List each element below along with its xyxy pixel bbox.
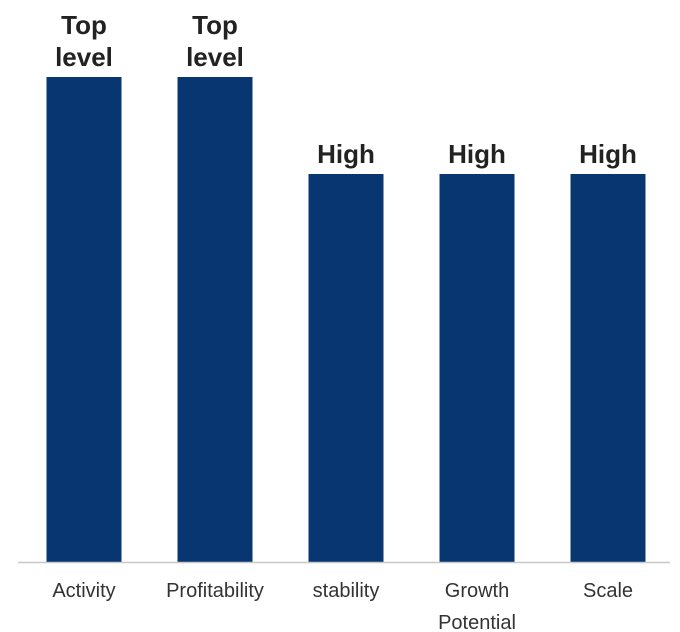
data-label-0-1: level <box>55 42 113 72</box>
data-label-1-1: level <box>186 42 244 72</box>
category-label-3-0: Growth <box>445 580 509 602</box>
bar-2 <box>308 174 384 562</box>
bar-1 <box>177 77 253 562</box>
category-labels-group: Activity Profitability stability Growth Pote… <box>52 580 633 632</box>
data-label-4-0: High <box>579 139 637 169</box>
data-label-3-0: High <box>448 139 506 169</box>
category-label-4-0: Scale <box>583 580 633 602</box>
data-label-1-0: Top <box>192 10 238 40</box>
category-label-0-0: Activity <box>52 580 115 602</box>
category-label-3-1: Potential <box>438 612 516 632</box>
data-label-2-0: High <box>317 139 375 169</box>
category-label-2-0: stability <box>313 580 380 602</box>
bar-3 <box>439 174 515 562</box>
bar-0 <box>46 77 122 562</box>
bars-group <box>46 77 646 562</box>
category-label-1-0: Profitability <box>166 580 264 602</box>
data-label-0-0: Top <box>61 10 107 40</box>
bar-4 <box>570 174 646 562</box>
